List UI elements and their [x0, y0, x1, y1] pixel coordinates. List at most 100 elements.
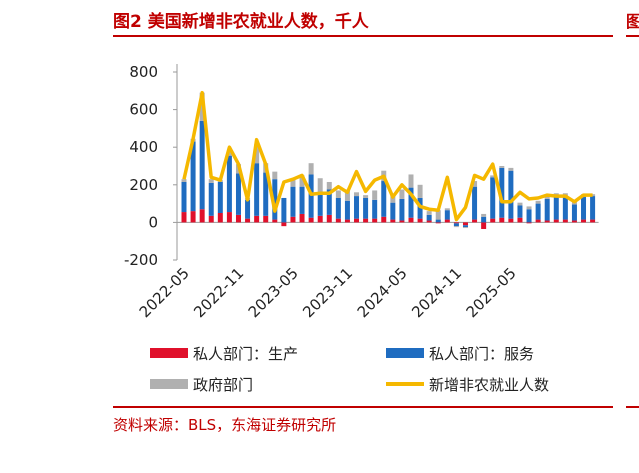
bar-government: [544, 195, 550, 199]
x-tick-label: 2022-11: [190, 264, 247, 321]
bar-services: [372, 199, 378, 219]
bar-goods: [326, 214, 332, 223]
bar-services: [526, 209, 532, 223]
bar-goods: [417, 218, 423, 223]
bar-services: [299, 186, 305, 214]
bar-goods: [263, 215, 269, 223]
bar-services: [344, 200, 350, 220]
bar-services: [317, 192, 323, 216]
bar-services: [254, 163, 260, 216]
bar-services: [226, 155, 232, 213]
y-tick-label: 0: [148, 213, 158, 231]
bar-services: [417, 197, 423, 219]
bar-goods: [181, 212, 187, 223]
bar-goods: [390, 219, 396, 223]
bar-government: [408, 174, 414, 188]
legend-swatch-goods: [150, 348, 188, 358]
bar-services: [553, 197, 559, 220]
bar-government: [326, 181, 332, 190]
bar-services: [290, 186, 296, 217]
bar-goods: [517, 217, 523, 223]
bar-government: [272, 171, 278, 180]
bar-goods: [308, 217, 314, 223]
bar-goods: [317, 215, 323, 223]
bar-services: [462, 225, 468, 228]
bar-goods: [399, 220, 405, 223]
bar-goods: [526, 222, 532, 224]
next-chart-divider: [626, 35, 639, 37]
bar-services: [571, 204, 577, 221]
bar-goods: [499, 217, 505, 223]
bar-goods: [299, 213, 305, 223]
bar-government: [444, 208, 450, 211]
bar-services: [517, 205, 523, 218]
x-tick-label: 2022-05: [136, 264, 193, 321]
bar-goods: [254, 215, 260, 223]
bar-services: [499, 167, 505, 218]
bar-goods: [290, 216, 296, 223]
bar-government: [490, 175, 496, 178]
bar-goods: [426, 220, 432, 223]
bar-government: [435, 210, 441, 220]
bar-services: [508, 170, 514, 219]
bar-services: [562, 197, 568, 220]
bar-government: [254, 144, 260, 164]
bar-goods: [535, 219, 541, 223]
bar-services: [426, 214, 432, 221]
bar-goods: [435, 222, 441, 224]
bar-goods: [354, 218, 360, 223]
bar-government: [535, 200, 541, 204]
bar-services: [181, 181, 187, 213]
x-tick-label: 2024-11: [408, 264, 465, 321]
y-tick-label: 200: [129, 176, 158, 194]
legend-swatch-government: [150, 379, 188, 389]
next-chart-title-fragment: 图: [626, 12, 639, 31]
bar-government: [226, 151, 232, 156]
bar-services: [335, 197, 341, 219]
bar-services: [354, 196, 360, 219]
bar-government: [344, 189, 350, 201]
bar-government: [517, 202, 523, 206]
bar-goods: [217, 213, 223, 223]
bar-services: [308, 174, 314, 218]
bar-services: [472, 186, 478, 220]
next-footer-divider: [626, 406, 639, 408]
bar-government: [208, 179, 214, 183]
bar-government: [481, 213, 487, 217]
bar-government: [308, 163, 314, 175]
bar-goods: [335, 218, 341, 223]
legend-swatch-total: [386, 382, 424, 386]
bar-government: [472, 181, 478, 187]
bar-services: [381, 181, 387, 217]
bar-services: [490, 177, 496, 219]
bar-services: [590, 196, 596, 220]
y-tick-label: 600: [129, 101, 158, 119]
title-divider: [113, 35, 613, 37]
legend-label-government: 政府部门: [193, 376, 254, 394]
bar-government: [508, 167, 514, 171]
bar-goods: [590, 219, 596, 223]
bar-services: [281, 197, 287, 223]
bar-series-group: [181, 92, 596, 229]
bar-goods: [453, 222, 459, 224]
bar-services: [363, 197, 369, 219]
x-tick-label: 2025-05: [463, 264, 520, 321]
bar-services: [190, 141, 196, 212]
y-tick-label: 400: [129, 138, 158, 156]
bar-services: [217, 181, 223, 213]
legend-label-total: 新增非农就业人数: [429, 376, 550, 394]
bar-government: [462, 227, 468, 229]
bar-goods: [544, 220, 550, 223]
bar-goods: [344, 219, 350, 223]
y-tick-label: -200: [124, 251, 158, 269]
bar-government: [335, 190, 341, 198]
bar-goods: [235, 214, 241, 223]
bar-goods: [462, 222, 468, 226]
bar-services: [435, 219, 441, 223]
bar-services: [399, 198, 405, 221]
legend-label-goods: 私人部门：生产: [193, 345, 299, 363]
bar-services: [235, 173, 241, 215]
bar-services: [444, 210, 450, 220]
bar-goods: [245, 218, 251, 223]
bar-government: [453, 226, 459, 228]
